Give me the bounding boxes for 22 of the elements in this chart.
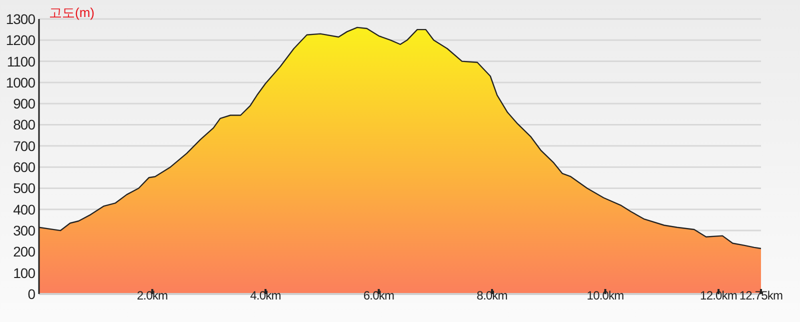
y-tick-label: 500 [13,180,36,196]
y-tick-label: 700 [13,138,36,154]
y-tick-label: 100 [13,264,36,281]
x-tick-label: 10.0km [586,288,624,303]
y-tick-label: 1300 [6,10,36,27]
y-tick-label: 400 [13,201,36,218]
x-tick-label: 12.0km [700,288,738,303]
y-tick-label: 800 [13,116,36,133]
x-tick-label: 12.75km [739,288,784,303]
y-tick-label: 1200 [6,32,36,48]
y-axis-title: 고도(m) [49,5,94,20]
x-tick-label: 2.0km [136,288,168,303]
x-tick-label: 4.0km [250,288,282,303]
y-tick-label: 900 [13,96,36,112]
y-tick-label: 600 [13,159,36,176]
x-tick-label: 8.0km [476,288,508,303]
y-tick-label: 200 [13,244,36,260]
x-tick-label: 6.0km [363,288,395,303]
y-tick-label: 1100 [6,53,36,70]
y-tick-label: 1000 [6,74,36,90]
y-tick-label: 0 [28,286,36,302]
y-tick-label: 300 [13,222,36,239]
